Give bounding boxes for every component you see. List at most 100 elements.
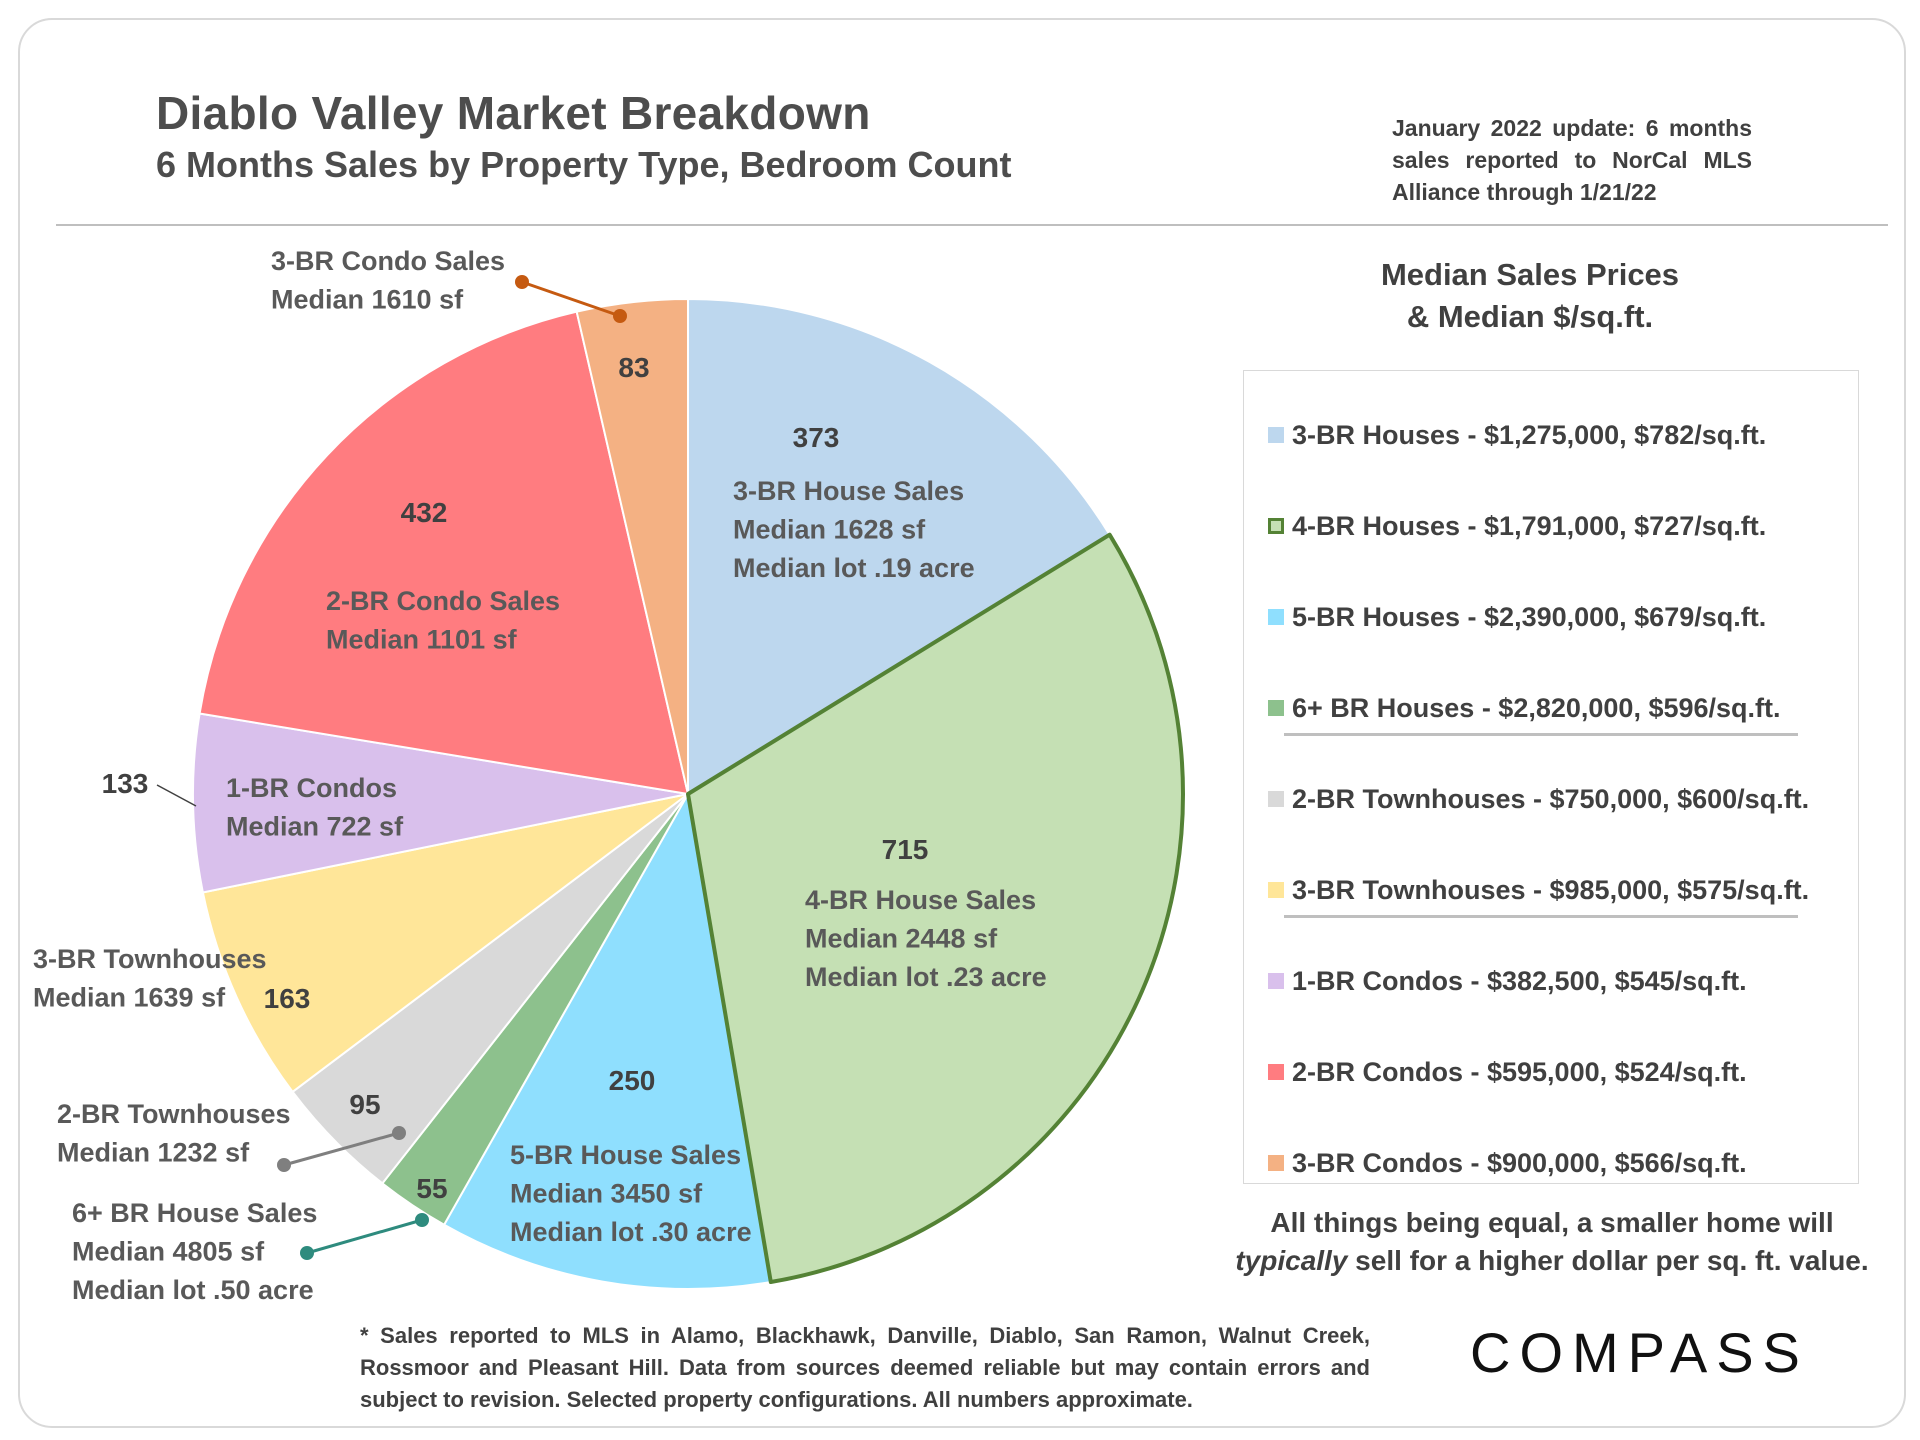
category-label-line: Median 1639 sf	[33, 983, 226, 1013]
category-label-1br-condo: 1-BR Condos Median 722 sf	[226, 773, 404, 842]
data-label-2br-townhouse: 95	[349, 1089, 380, 1120]
price-note: All things being equal, a smaller home w…	[1222, 1204, 1882, 1280]
legend-label: 3-BR Townhouses - $985,000, $575/sq.ft.	[1292, 874, 1810, 905]
legend-swatch	[1268, 791, 1284, 807]
legend: 3-BR Houses - $1,275,000, $782/sq.ft. 4-…	[1243, 370, 1859, 1184]
category-label-line: 2-BR Condo Sales	[326, 586, 560, 616]
leader-line-2br-townhouse	[283, 1131, 400, 1167]
legend-item-5br-houses: 5-BR Houses - $2,390,000, $679/sq.ft.	[1268, 597, 1766, 637]
category-label-6br-house: 6+ BR House Sales Median 4805 sf Median lo…	[72, 1198, 317, 1305]
category-label-3br-townhouse: 3-BR Townhouses Median 1639 sf	[33, 944, 267, 1013]
legend-item-2br-condos: 2-BR Condos - $595,000, $524/sq.ft.	[1268, 1052, 1747, 1092]
price-note-emphasis: typically	[1235, 1245, 1348, 1276]
category-label-line: Median lot .50 acre	[72, 1275, 314, 1305]
category-label-line: Median 1610 sf	[271, 285, 464, 315]
legend-swatch	[1268, 700, 1284, 716]
data-label-4br-house: 715	[882, 834, 929, 865]
category-label-line: Median lot .19 acre	[733, 553, 975, 583]
category-label-line: Median 4805 sf	[72, 1237, 265, 1267]
leader-line-3br-condo	[521, 280, 621, 318]
category-label-line: Median lot .30 acre	[510, 1217, 752, 1247]
category-label-line: 3-BR Townhouses	[33, 944, 267, 974]
category-label-2br-condo: 2-BR Condo Sales Median 1101 sf	[326, 586, 560, 655]
category-label-2br-townhouse: 2-BR Townhouses Median 1232 sf	[57, 1099, 291, 1168]
leader-line-6br-house	[306, 1218, 423, 1255]
legend-item-3br-townhouses: 3-BR Townhouses - $985,000, $575/sq.ft.	[1268, 870, 1809, 910]
category-label-line: 3-BR House Sales	[733, 476, 964, 506]
category-label-5br-house: 5-BR House Sales Median 3450 sf Median lot…	[510, 1140, 752, 1247]
legend-item-2br-townhouses: 2-BR Townhouses - $750,000, $600/sq.ft.	[1268, 779, 1809, 819]
data-label-2br-condo: 432	[401, 497, 448, 528]
legend-label: 2-BR Condos - $595,000, $524/sq.ft.	[1292, 1056, 1747, 1087]
pie-slice-outline-4br-house	[686, 532, 1185, 1285]
price-note-rest: sell for a higher dollar per sq. ft. val…	[1347, 1245, 1869, 1276]
legend-heading-line2: & Median $/sq.ft.	[1406, 299, 1654, 334]
pie-slice-3br-house	[687, 297, 1112, 796]
category-label-line: 3-BR Condo Sales	[271, 246, 505, 276]
pie-slice-5br-house	[442, 791, 772, 1290]
legend-item-3br-condos: 3-BR Condos - $900,000, $566/sq.ft.	[1268, 1143, 1747, 1183]
legend-label: 2-BR Townhouses - $750,000, $600/sq.ft.	[1292, 783, 1810, 814]
legend-label: 6+ BR Houses - $2,820,000, $596/sq.ft.	[1292, 692, 1781, 723]
chart-subtitle: 6 Months Sales by Property Type, Bedroom…	[156, 144, 1012, 185]
category-label-line: Median 3450 sf	[510, 1179, 703, 1209]
category-label-4br-house: 4-BR House Sales Median 2448 sf Median lot…	[805, 885, 1047, 992]
data-label-3br-townhouse: 163	[264, 983, 311, 1014]
legend-item-3br-houses: 3-BR Houses - $1,275,000, $782/sq.ft.	[1268, 415, 1766, 455]
legend-label: 1-BR Condos - $382,500, $545/sq.ft.	[1292, 965, 1747, 996]
category-label-line: 1-BR Condos	[226, 773, 397, 803]
category-label-line: Median lot .23 acre	[805, 962, 1047, 992]
legend-swatch	[1268, 427, 1284, 443]
legend-divider	[1284, 733, 1798, 736]
leader-dot-6br-house	[300, 1246, 314, 1260]
chart-title: Diablo Valley Market Breakdown	[156, 87, 871, 139]
leader-line-1br-condo	[156, 784, 197, 807]
category-label-line: Median 1232 sf	[57, 1138, 250, 1168]
category-label-line: Median 1628 sf	[733, 515, 926, 545]
legend-item-4br-houses: 4-BR Houses - $1,791,000, $727/sq.ft.	[1268, 506, 1766, 546]
legend-label: 3-BR Houses - $1,275,000, $782/sq.ft.	[1292, 419, 1767, 450]
pie-slice-1br-condo	[192, 712, 689, 894]
legend-swatch	[1268, 518, 1284, 534]
category-label-line: Median 2448 sf	[805, 924, 998, 954]
update-note: January 2022 update: 6 months sales repo…	[1392, 115, 1752, 205]
category-label-line: Median 1101 sf	[326, 625, 518, 655]
footnote: * Sales reported to MLS in Alamo, Blackh…	[360, 1323, 1370, 1412]
category-label-line: 2-BR Townhouses	[57, 1099, 291, 1129]
leader-dot-2br-townhouse	[392, 1126, 406, 1140]
data-label-1br-condo: 133	[102, 768, 149, 799]
legend-swatch	[1268, 973, 1284, 989]
legend-label: 5-BR Houses - $2,390,000, $679/sq.ft.	[1292, 601, 1767, 632]
data-label-6br-house: 55	[416, 1173, 447, 1204]
legend-label: 4-BR Houses - $1,791,000, $727/sq.ft.	[1292, 510, 1767, 541]
legend-item-6br-houses: 6+ BR Houses - $2,820,000, $596/sq.ft.	[1268, 688, 1781, 728]
category-label-line: Median 722 sf	[226, 812, 404, 842]
legend-heading-line1: Median Sales Prices	[1380, 257, 1680, 292]
compass-logo: COMPASS	[1470, 1321, 1809, 1384]
legend-swatch	[1268, 1155, 1284, 1171]
category-label-line: 5-BR House Sales	[510, 1140, 741, 1170]
legend-divider	[1284, 915, 1798, 918]
pie-slice-2br-condo	[198, 310, 690, 796]
legend-swatch	[1268, 882, 1284, 898]
leader-dot-6br-house	[415, 1213, 429, 1227]
data-label-3br-condo: 83	[618, 352, 649, 383]
legend-item-1br-condos: 1-BR Condos - $382,500, $545/sq.ft.	[1268, 961, 1747, 1001]
header-divider	[56, 224, 1888, 226]
leader-dot-2br-townhouse	[277, 1158, 291, 1172]
leader-dot-3br-condo	[613, 309, 627, 323]
legend-swatch	[1268, 609, 1284, 625]
category-label-3br-condo: 3-BR Condo Sales Median 1610 sf	[271, 246, 505, 315]
category-label-3br-house: 3-BR House Sales Median 1628 sf Median lot…	[733, 476, 975, 583]
pie-slice-3br-condo	[575, 297, 689, 795]
leader-dot-3br-condo	[515, 275, 529, 289]
category-label-line: 6+ BR House Sales	[72, 1198, 317, 1228]
legend-label: 3-BR Condos - $900,000, $566/sq.ft.	[1292, 1147, 1747, 1178]
data-label-3br-house: 373	[793, 422, 840, 453]
category-label-line: 4-BR House Sales	[805, 885, 1036, 915]
legend-swatch	[1268, 1064, 1284, 1080]
legend-heading: Median Sales Prices & Median $/sq.ft.	[1338, 254, 1722, 338]
price-note-line2: typically sell for a higher dollar per s…	[1222, 1242, 1882, 1280]
price-note-line1: All things being equal, a smaller home w…	[1270, 1207, 1834, 1238]
